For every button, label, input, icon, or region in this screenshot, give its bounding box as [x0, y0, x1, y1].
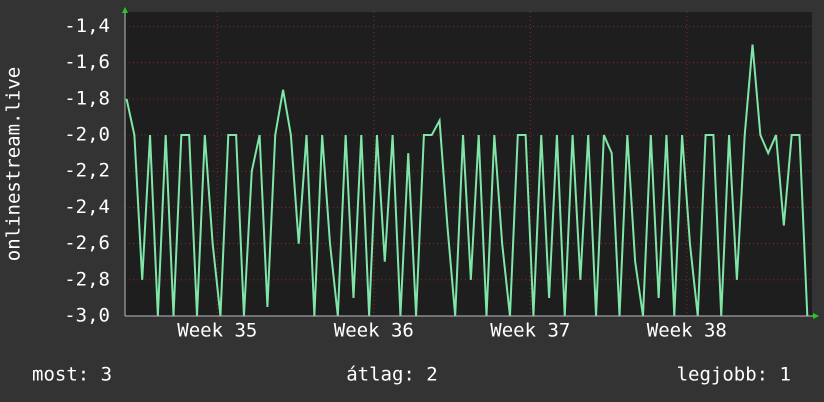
x-tick-label: Week 35 — [177, 320, 257, 342]
y-tick-label: -2,4 — [64, 196, 110, 218]
x-arrow — [813, 313, 819, 319]
plot-area — [125, 12, 812, 316]
y-tick-label: -1,4 — [64, 15, 110, 37]
footer-label: legjobb: 1 — [677, 364, 791, 386]
y-tick-label: -2,2 — [64, 160, 110, 182]
x-tick-label: Week 37 — [490, 320, 570, 342]
y-arrow — [122, 7, 128, 13]
series-line — [125, 44, 809, 317]
y-tick-label: -2,8 — [64, 268, 110, 290]
y-axis-label: onlinestream.live — [3, 67, 25, 261]
y-tick-label: -3,0 — [64, 305, 110, 327]
y-tick-label: -2,6 — [64, 232, 110, 254]
series — [125, 44, 809, 317]
x-tick-label: Week 36 — [334, 320, 414, 342]
y-tick-label: -1,8 — [64, 87, 110, 109]
x-tick-label: Week 38 — [647, 320, 727, 342]
y-tick-label: -1,6 — [64, 51, 110, 73]
footer-label: átlag: 2 — [346, 364, 438, 386]
y-tick-label: -2,0 — [64, 124, 110, 146]
footer-label: most: 3 — [32, 364, 112, 386]
